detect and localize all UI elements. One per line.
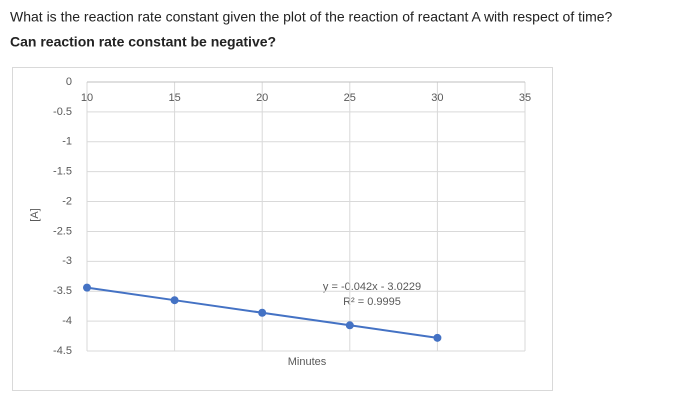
y-tick-label: -3 <box>62 255 72 267</box>
data-point <box>433 333 442 342</box>
data-point <box>258 308 267 317</box>
y-tick-label: -2.5 <box>53 225 72 237</box>
y-tick-label: -1 <box>62 136 72 148</box>
chart-frame <box>12 67 553 391</box>
question: What is the reaction rate constant given… <box>10 9 613 25</box>
x-axis-title: Minutes <box>288 356 327 368</box>
data-point <box>170 296 179 305</box>
question: Can reaction rate constant be negative? <box>10 34 276 50</box>
y-tick-label: -4 <box>62 315 72 327</box>
y-tick-label: -3.5 <box>53 285 72 297</box>
y-tick-label: -2 <box>62 195 72 207</box>
x-tick-label: 30 <box>431 92 443 104</box>
x-tick-label: 35 <box>519 92 531 104</box>
trendline-r2: R² = 0.9995 <box>343 296 401 308</box>
data-point <box>83 283 91 292</box>
y-tick-label: -0.5 <box>53 106 72 118</box>
trendline-equation: y = -0.042x - 3.0229 <box>323 281 421 293</box>
x-tick-label: 10 <box>81 92 93 104</box>
x-tick-label: 25 <box>344 92 356 104</box>
y-tick-label: 0 <box>66 76 72 88</box>
y-tick-label: -1.5 <box>53 166 72 178</box>
y-tick-label: -4.5 <box>53 345 72 357</box>
x-tick-label: 15 <box>168 92 180 104</box>
data-point <box>345 321 354 330</box>
x-tick-label: 20 <box>256 92 268 104</box>
y-axis-title: [A] <box>29 208 41 221</box>
